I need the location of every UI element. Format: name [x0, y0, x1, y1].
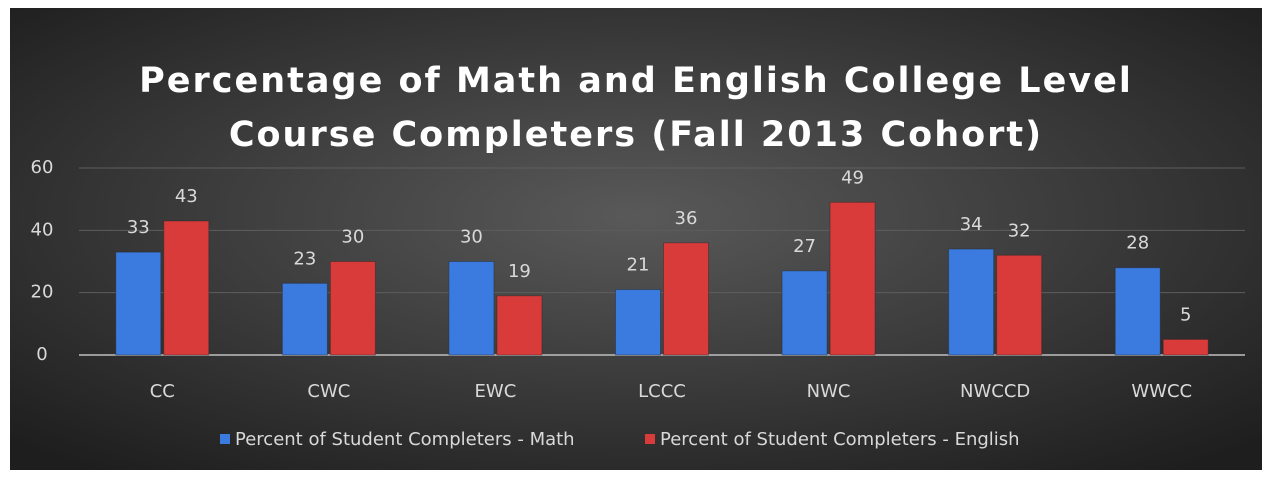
data-label: 43 [175, 186, 198, 207]
bar [615, 289, 661, 356]
data-label: 30 [341, 227, 364, 248]
y-tick-label: 20 [31, 282, 54, 303]
bar [448, 261, 495, 356]
x-tick-label: CC [150, 381, 175, 402]
data-label: 19 [508, 261, 531, 282]
y-tick-label: 60 [31, 157, 54, 178]
legend-label: Percent of Student Completers - English [660, 429, 1020, 450]
chart-background [10, 8, 1262, 470]
data-label: 21 [627, 255, 650, 276]
y-tick-label: 0 [36, 344, 47, 365]
bar [781, 270, 828, 356]
data-label: 36 [675, 208, 698, 229]
data-label: 5 [1180, 304, 1191, 325]
data-label: 23 [293, 248, 316, 269]
x-tick-label: CWC [307, 381, 350, 402]
x-tick-label: EWC [475, 381, 517, 402]
bar [948, 248, 995, 356]
data-label: 33 [127, 217, 150, 238]
data-label: 49 [841, 167, 864, 188]
bar [281, 282, 328, 356]
chart-title: Percentage of Math and English College L… [139, 61, 1133, 101]
chart-title: Course Completers (Fall 2013 Cohort) [229, 115, 1043, 155]
y-tick-label: 40 [31, 219, 54, 240]
legend-label: Percent of Student Completers - Math [235, 429, 575, 450]
bar [496, 295, 543, 356]
data-label: 32 [1008, 220, 1031, 241]
bar [1114, 267, 1161, 356]
bar [829, 201, 876, 356]
data-label: 28 [1126, 233, 1149, 254]
bar [115, 251, 162, 356]
x-tick-label: NWC [807, 381, 851, 402]
x-tick-label: LCCC [638, 381, 686, 402]
bar [663, 242, 709, 356]
bar [1162, 338, 1209, 356]
bar [329, 261, 376, 356]
data-label: 30 [460, 227, 483, 248]
bar [163, 220, 210, 356]
legend-swatch [220, 434, 230, 444]
x-tick-label: NWCCD [960, 381, 1030, 402]
data-label: 34 [960, 214, 983, 235]
legend-swatch [645, 434, 655, 444]
data-label: 27 [793, 236, 816, 257]
bar [996, 254, 1043, 356]
x-tick-label: WWCC [1131, 381, 1192, 402]
